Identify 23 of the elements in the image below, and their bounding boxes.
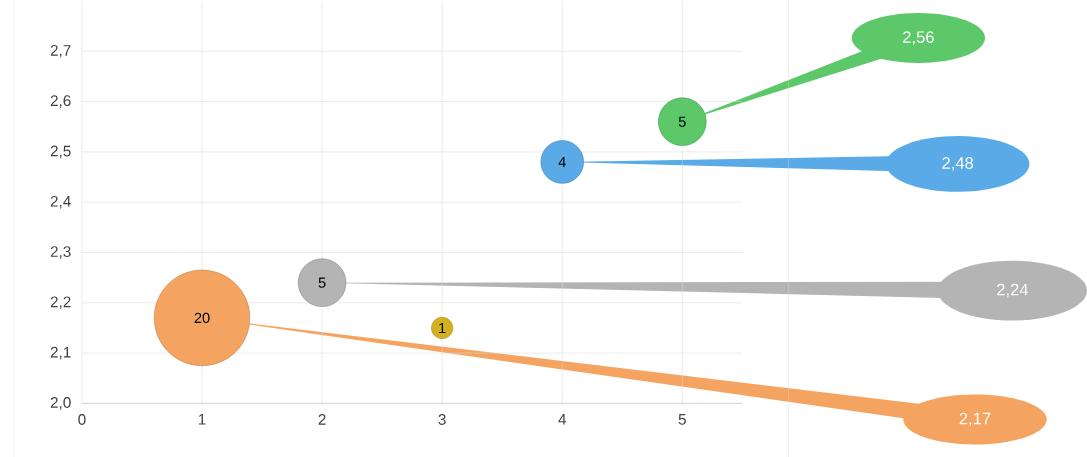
y-tick-label: 2,7 [50, 44, 71, 58]
annotation: 5 [318, 277, 326, 288]
data-label: 2,56 [903, 31, 934, 45]
x-tick-label: 1 [198, 413, 206, 425]
y-tick-label: 2,4 [50, 195, 71, 209]
annotation: 5 [678, 116, 686, 127]
y-tick-label: 2,6 [50, 95, 71, 108]
data-label: 2,48 [942, 157, 974, 171]
data-label: 2,24 [997, 283, 1029, 298]
y-tick-label: 2,0 [50, 397, 71, 410]
x-tick-label: 2 [318, 413, 326, 425]
y-tick-label: 2,3 [50, 246, 71, 259]
x-tick-label: 0 [78, 413, 86, 425]
y-tick-label: 2,2 [50, 296, 71, 310]
annotation: 20 [194, 312, 210, 323]
annotation: 1 [439, 322, 446, 333]
data-label: 2,17 [959, 412, 991, 427]
x-tick-label: 3 [438, 413, 446, 425]
y-tick-label: 2,5 [50, 145, 71, 159]
x-tick-label: 5 [678, 413, 686, 425]
annotation: 4 [558, 156, 566, 167]
x-tick-label: 4 [558, 413, 567, 425]
y-tick-label: 2,1 [50, 346, 71, 360]
